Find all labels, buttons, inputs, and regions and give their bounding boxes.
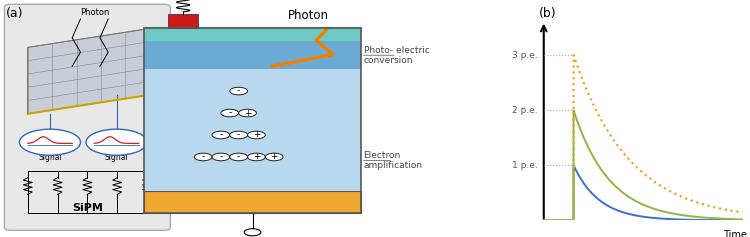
FancyBboxPatch shape xyxy=(4,4,170,230)
Circle shape xyxy=(221,109,238,117)
Circle shape xyxy=(212,131,230,139)
Circle shape xyxy=(230,131,248,139)
Circle shape xyxy=(20,129,80,155)
Text: Signal: Signal xyxy=(105,153,128,162)
Circle shape xyxy=(230,87,248,95)
Text: -: - xyxy=(202,152,205,161)
Text: Photon: Photon xyxy=(287,9,328,23)
Text: 2 p.e.: 2 p.e. xyxy=(512,106,538,115)
Circle shape xyxy=(238,109,256,117)
Circle shape xyxy=(212,153,230,161)
Circle shape xyxy=(248,153,266,161)
Bar xyxy=(168,14,199,28)
Text: Avalanche
layer: Avalanche layer xyxy=(289,113,339,135)
Text: p-: p- xyxy=(153,113,162,123)
Circle shape xyxy=(266,153,283,161)
Text: Photon: Photon xyxy=(80,8,109,17)
Text: Photo- electric
conversion: Photo- electric conversion xyxy=(364,46,430,65)
Text: 1 p.e.: 1 p.e. xyxy=(512,161,538,170)
Text: -: - xyxy=(219,152,223,161)
Bar xyxy=(144,41,361,69)
Text: -: - xyxy=(237,87,240,96)
Circle shape xyxy=(248,131,266,139)
Circle shape xyxy=(244,229,261,236)
Text: p+: p+ xyxy=(155,50,170,60)
Bar xyxy=(144,191,361,213)
Text: Electron
amplification: Electron amplification xyxy=(364,151,423,170)
Circle shape xyxy=(230,153,248,161)
Bar xyxy=(144,28,361,213)
Text: n+: n+ xyxy=(155,197,170,207)
Circle shape xyxy=(86,129,147,155)
Text: +: + xyxy=(271,152,278,161)
Text: -: - xyxy=(237,152,240,161)
Circle shape xyxy=(194,153,212,161)
Text: +: + xyxy=(244,109,251,118)
Polygon shape xyxy=(28,28,150,114)
Text: SiPM: SiPM xyxy=(72,203,103,213)
Text: -: - xyxy=(237,131,240,140)
Text: (b): (b) xyxy=(538,7,556,20)
Text: Signal: Signal xyxy=(38,153,62,162)
Text: -: - xyxy=(219,131,223,140)
Text: 3 p.e.: 3 p.e. xyxy=(512,51,538,60)
Text: (a): (a) xyxy=(5,7,23,20)
Text: -: - xyxy=(228,109,232,118)
Bar xyxy=(144,69,361,191)
Bar xyxy=(144,27,361,28)
Text: +: + xyxy=(253,131,260,140)
Text: Time: Time xyxy=(722,230,746,237)
Text: +: + xyxy=(253,152,260,161)
Bar xyxy=(144,28,361,41)
